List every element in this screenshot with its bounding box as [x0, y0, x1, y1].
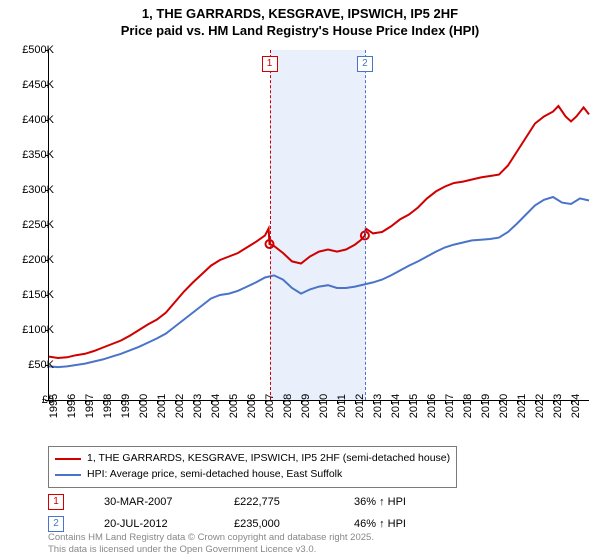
series-hpi [49, 197, 589, 367]
legend-and-transactions: 1, THE GARRARDS, KESGRAVE, IPSWICH, IP5 … [48, 446, 588, 532]
tx-price: £222,775 [234, 496, 314, 508]
title-line-2: Price paid vs. HM Land Registry's House … [0, 23, 600, 40]
x-tick-label: 2014 [390, 394, 402, 418]
x-tick-label: 2013 [372, 394, 384, 418]
x-tick-label: 2001 [156, 394, 168, 418]
footer: Contains HM Land Registry data © Crown c… [48, 532, 374, 556]
legend-box: 1, THE GARRARDS, KESGRAVE, IPSWICH, IP5 … [48, 446, 457, 488]
tx-marker-box: 2 [48, 516, 64, 532]
x-tick-label: 1996 [66, 394, 78, 418]
x-tick-label: 2011 [336, 394, 348, 418]
tx-delta: 36% ↑ HPI [354, 496, 434, 508]
title-line-1: 1, THE GARRARDS, KESGRAVE, IPSWICH, IP5 … [0, 6, 600, 23]
x-tick-label: 2017 [444, 394, 456, 418]
y-tick-label: £50K [28, 359, 54, 371]
legend-label: HPI: Average price, semi-detached house,… [87, 467, 342, 483]
legend-row: HPI: Average price, semi-detached house,… [55, 467, 450, 483]
marker-box-1: 1 [262, 56, 278, 72]
x-tick-label: 2008 [282, 394, 294, 418]
x-tick-label: 2022 [534, 394, 546, 418]
footer-line-2: This data is licensed under the Open Gov… [48, 544, 374, 556]
tx-price: £235,000 [234, 518, 314, 530]
y-tick-label: £200K [22, 254, 54, 266]
x-tick-label: 1997 [84, 394, 96, 418]
marker-box-2: 2 [357, 56, 373, 72]
y-tick-label: £350K [22, 149, 54, 161]
x-tick-label: 2007 [264, 394, 276, 418]
x-tick-label: 2015 [408, 394, 420, 418]
x-tick-label: 2020 [498, 394, 510, 418]
x-tick-label: 2004 [210, 394, 222, 418]
y-tick-label: £250K [22, 219, 54, 231]
legend-swatch [55, 474, 81, 476]
legend-row: 1, THE GARRARDS, KESGRAVE, IPSWICH, IP5 … [55, 451, 450, 467]
x-tick-label: 2012 [354, 394, 366, 418]
y-tick-label: £450K [22, 79, 54, 91]
marker-line-1 [270, 50, 271, 400]
x-tick-label: 2016 [426, 394, 438, 418]
transaction-row: 2 20-JUL-2012 £235,000 46% ↑ HPI [48, 516, 588, 532]
plot-region: 12 [48, 50, 589, 401]
chart-area: 12 1995199619971998199920002001200220032… [48, 50, 588, 400]
footer-line-1: Contains HM Land Registry data © Crown c… [48, 532, 374, 544]
x-tick-label: 2018 [462, 394, 474, 418]
x-tick-label: 2023 [552, 394, 564, 418]
y-tick-label: £100K [22, 324, 54, 336]
x-tick-label: 2006 [246, 394, 258, 418]
x-tick-label: 2021 [516, 394, 528, 418]
tx-marker-box: 1 [48, 494, 64, 510]
tx-delta: 46% ↑ HPI [354, 518, 434, 530]
tx-date: 30-MAR-2007 [104, 496, 194, 508]
x-tick-label: 1998 [102, 394, 114, 418]
legend-label: 1, THE GARRARDS, KESGRAVE, IPSWICH, IP5 … [87, 451, 450, 467]
x-tick-label: 1999 [120, 394, 132, 418]
transaction-row: 1 30-MAR-2007 £222,775 36% ↑ HPI [48, 494, 588, 510]
x-tick-label: 2019 [480, 394, 492, 418]
x-tick-label: 2010 [318, 394, 330, 418]
y-tick-label: £400K [22, 114, 54, 126]
plot-svg [49, 50, 589, 400]
chart-container: 1, THE GARRARDS, KESGRAVE, IPSWICH, IP5 … [0, 0, 600, 560]
tx-date: 20-JUL-2012 [104, 518, 194, 530]
x-tick-label: 2005 [228, 394, 240, 418]
marker-line-2 [365, 50, 366, 400]
y-tick-label: £300K [22, 184, 54, 196]
y-tick-label: £150K [22, 289, 54, 301]
y-tick-label: £0 [42, 394, 54, 406]
transaction-rows: 1 30-MAR-2007 £222,775 36% ↑ HPI 2 20-JUL-201… [48, 494, 588, 532]
y-tick-label: £500K [22, 44, 54, 56]
title-block: 1, THE GARRARDS, KESGRAVE, IPSWICH, IP5 … [0, 0, 600, 40]
x-tick-label: 2002 [174, 394, 186, 418]
x-tick-label: 2003 [192, 394, 204, 418]
x-tick-label: 2009 [300, 394, 312, 418]
x-tick-label: 2000 [138, 394, 150, 418]
x-tick-label: 2024 [570, 394, 582, 418]
legend-swatch [55, 458, 81, 460]
